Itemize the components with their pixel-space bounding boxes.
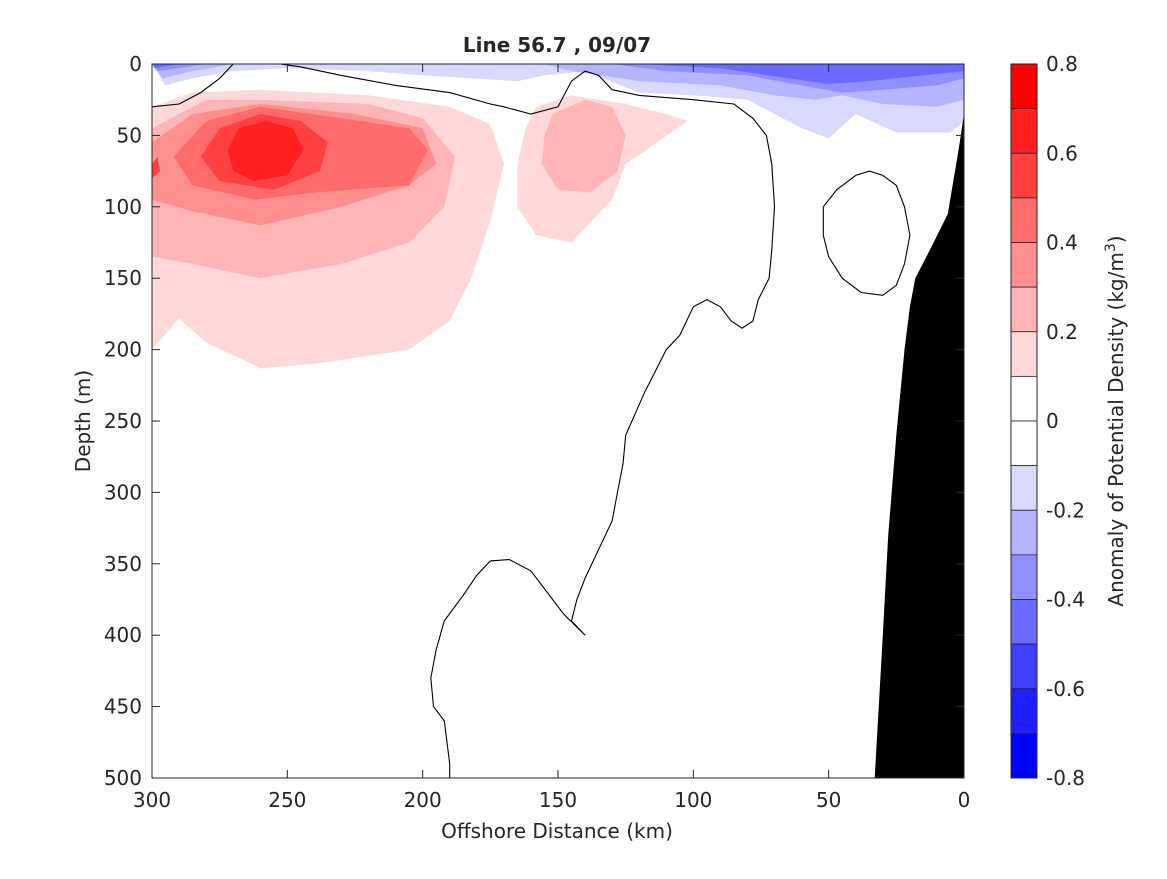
colorbar-tick-label: 0.8: [1046, 52, 1078, 76]
plot-area: [152, 64, 964, 778]
x-tick-label: 250: [268, 788, 306, 812]
y-tick-label: 200: [104, 338, 142, 362]
colorbar-label: Anomaly of Potential Density (kg/m3): [1103, 235, 1128, 606]
colorbar-swatch-2: [1010, 152, 1038, 199]
colorbar-swatch-13: [1010, 643, 1038, 690]
colorbar-tick-label: -0.4: [1046, 588, 1085, 612]
y-tick-label: 50: [117, 123, 142, 147]
x-tick-label: 150: [539, 788, 577, 812]
colorbar-swatch-0: [1010, 63, 1038, 110]
axes: 300 250 200 150 100 50 00501001502002503003504…: [104, 52, 971, 812]
anomaly-region-8: [541, 99, 626, 193]
colorbar-swatch-9: [1010, 465, 1038, 511]
y-tick-label: 100: [104, 195, 142, 219]
bathymetry: [874, 114, 964, 778]
colorbar-swatch-6: [1010, 331, 1038, 377]
anomaly-region-12: [152, 64, 964, 84]
anomaly-region-6: [152, 156, 161, 179]
colorbar-swatch-4: [1010, 242, 1038, 288]
colorbar-swatch-12: [1010, 599, 1038, 645]
colorbar-swatch-5: [1010, 286, 1038, 333]
x-tick-label: 100: [674, 788, 712, 812]
colorbar-swatch-3: [1010, 197, 1038, 243]
y-tick-label: 250: [104, 409, 142, 433]
zero-contour-0: [152, 64, 776, 778]
colorbar-label-superscript: 3: [1103, 243, 1119, 252]
y-tick-label: 0: [129, 52, 142, 76]
x-tick-label: 200: [404, 788, 442, 812]
colorbar-tick-label: -0.6: [1046, 677, 1085, 701]
x-tick-label: 50: [816, 788, 841, 812]
y-axis-label: Depth (m): [71, 370, 95, 472]
x-tick-label: 300: [133, 788, 171, 812]
anomaly-region-5: [227, 121, 304, 182]
colorbar-tick-label: -0.2: [1046, 498, 1085, 522]
x-axis-label: Offshore Distance (km): [441, 819, 673, 843]
colorbar-swatch-1: [1010, 108, 1038, 154]
colorbar: 0.8 0.6 0.4 0.2 0 -0.2 -0.4 -0.6 -0.8: [1010, 52, 1085, 790]
y-tick-label: 400: [104, 623, 142, 647]
y-tick-label: 350: [104, 552, 142, 576]
y-tick-label: 500: [104, 766, 142, 790]
colorbar-tick-label: 0.4: [1046, 231, 1078, 255]
colorbar-label-close: ): [1104, 235, 1128, 243]
colorbar-tick-label: 0: [1046, 409, 1059, 433]
x-tick-label: 0: [958, 788, 971, 812]
colorbar-swatch-15: [1010, 732, 1038, 779]
chart-title: Line 56.7 , 09/07: [463, 33, 651, 57]
colorbar-frame: [1010, 63, 1038, 779]
colorbar-swatch-10: [1010, 509, 1038, 556]
colorbar-swatch-8: [1010, 420, 1038, 467]
colorbar-tick-label: 0.2: [1046, 320, 1078, 344]
colorbar-swatch-14: [1010, 688, 1038, 734]
y-tick-label: 300: [104, 480, 142, 504]
zero-contour-1: [822, 170, 911, 296]
colorbar-swatch-11: [1010, 554, 1038, 600]
y-tick-label: 450: [104, 695, 142, 719]
colorbar-label-text: Anomaly of Potential Density (kg/m: [1104, 252, 1128, 606]
y-tick-label: 150: [104, 266, 142, 290]
colorbar-tick-label: 0.6: [1046, 141, 1078, 165]
colorbar-swatch-7: [1010, 375, 1038, 422]
colorbar-tick-label: -0.8: [1046, 766, 1085, 790]
